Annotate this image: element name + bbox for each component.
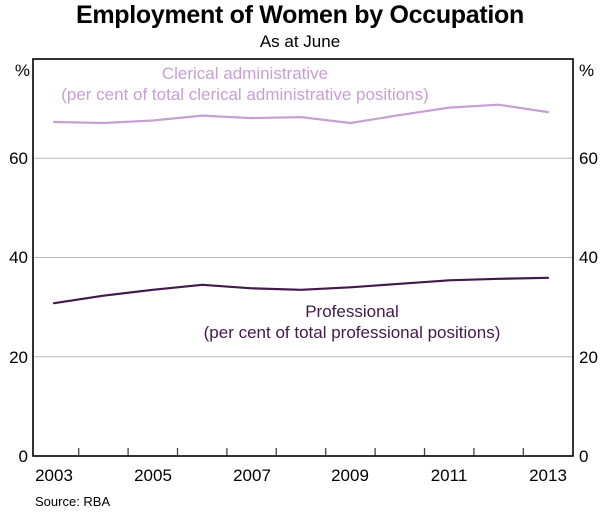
x-tick-label: 2003 [35, 466, 73, 485]
x-tick-label: 2007 [233, 466, 271, 485]
y-tick-label-left: 0 [18, 447, 28, 466]
clerical-series-name: Clerical administrative [161, 64, 329, 83]
chart-title: Employment of Women by Occupation [75, 1, 524, 29]
y-tick-label-left: 20 [9, 348, 28, 367]
y-axis-unit-left: % [14, 61, 30, 80]
x-tick-label: 2013 [529, 466, 567, 485]
professional-series-label: Professional (per cent of total professi… [150, 301, 554, 343]
y-tick-label-left: 40 [9, 248, 28, 267]
clerical-series-label: Clerical administrative (per cent of tot… [33, 63, 457, 105]
x-tick-label: 2011 [430, 466, 468, 485]
x-tick-label: 2005 [134, 466, 172, 485]
professional-series-name: Professional [305, 302, 399, 321]
y-axis-unit-right: % [579, 61, 595, 80]
source-note: Source: RBA [35, 494, 111, 509]
chart-subtitle: As at June [259, 32, 341, 51]
professional-line [52, 276, 550, 305]
y-tick-label-right: 40 [579, 248, 598, 267]
x-tick-label: 2009 [331, 466, 369, 485]
y-tick-label-right: 60 [579, 149, 598, 168]
clerical-line [52, 103, 550, 125]
clerical-series-annotation: (per cent of total clerical administrati… [61, 85, 429, 104]
y-tick-label-right: 0 [579, 447, 589, 466]
y-tick-label-left: 60 [9, 149, 28, 168]
professional-series-annotation: (per cent of total professional position… [203, 323, 501, 342]
plot-border [32, 58, 574, 457]
y-tick-label-right: 20 [579, 348, 598, 367]
